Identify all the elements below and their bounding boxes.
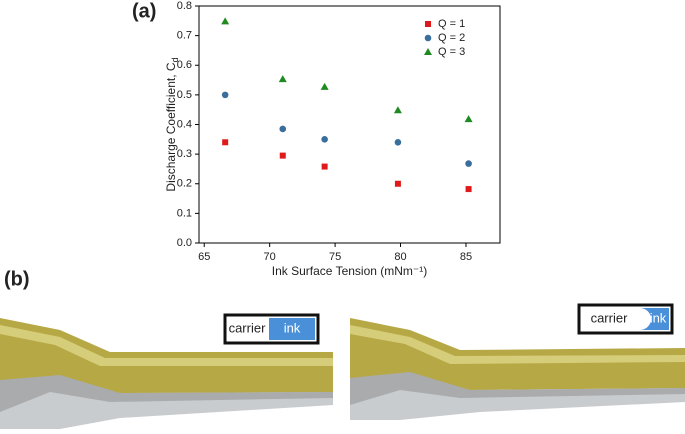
x-tick-label: 85 bbox=[460, 251, 472, 263]
photo bbox=[0, 318, 333, 429]
photo bbox=[350, 318, 685, 420]
x-axis-label: Ink Surface Tension (mNm⁻¹) bbox=[272, 264, 428, 278]
x-tick-label: 80 bbox=[394, 251, 406, 263]
y-tick-label: 0.5 bbox=[177, 89, 192, 101]
panel-label: (b) bbox=[4, 268, 30, 290]
inset-text: ink bbox=[284, 320, 301, 335]
y-tick-label: 0.8 bbox=[177, 0, 192, 12]
point bbox=[321, 136, 328, 143]
inset-text: ink bbox=[650, 310, 667, 325]
legend-label: Q = 2 bbox=[438, 32, 465, 44]
point bbox=[464, 115, 473, 123]
legend-swatch bbox=[425, 21, 431, 27]
inset-text: carrier bbox=[229, 320, 267, 335]
point bbox=[465, 186, 472, 193]
point bbox=[278, 75, 287, 83]
y-axis-label: Discharge Coefficient, Cd bbox=[164, 57, 180, 191]
point bbox=[221, 17, 230, 25]
panel-label: (a) bbox=[132, 0, 156, 22]
point bbox=[221, 91, 229, 99]
legend-swatch bbox=[424, 34, 432, 42]
legend-swatch bbox=[424, 48, 432, 55]
point bbox=[394, 138, 402, 146]
y-axis-label-main: Discharge Coefficient, C bbox=[164, 62, 178, 192]
point bbox=[320, 82, 329, 90]
point bbox=[321, 163, 328, 170]
y-tick-label: 0.2 bbox=[177, 178, 192, 190]
legend-label: Q = 3 bbox=[438, 46, 465, 58]
legend-label: Q = 1 bbox=[438, 18, 465, 30]
point bbox=[279, 152, 286, 159]
y-tick-label: 0.1 bbox=[177, 207, 192, 219]
point bbox=[279, 125, 287, 133]
x-tick-label: 65 bbox=[198, 251, 210, 263]
point bbox=[222, 139, 229, 146]
inset-legend: carrier ink bbox=[223, 313, 320, 345]
y-tick-label: 0.0 bbox=[177, 237, 192, 249]
inset-text: carrier bbox=[591, 310, 629, 325]
x-tick-label: 75 bbox=[329, 251, 341, 263]
point bbox=[465, 160, 472, 167]
y-tick-label: 0.6 bbox=[177, 59, 192, 71]
point bbox=[393, 106, 402, 114]
point bbox=[394, 180, 401, 187]
x-tick-label: 70 bbox=[264, 251, 276, 263]
inset-legend: carrier ink bbox=[577, 303, 674, 335]
y-tick-label: 0.4 bbox=[177, 118, 192, 130]
y-axis-label-sub: d bbox=[170, 57, 180, 62]
y-tick-label: 0.7 bbox=[177, 30, 192, 42]
y-tick-label: 0.3 bbox=[177, 148, 192, 160]
